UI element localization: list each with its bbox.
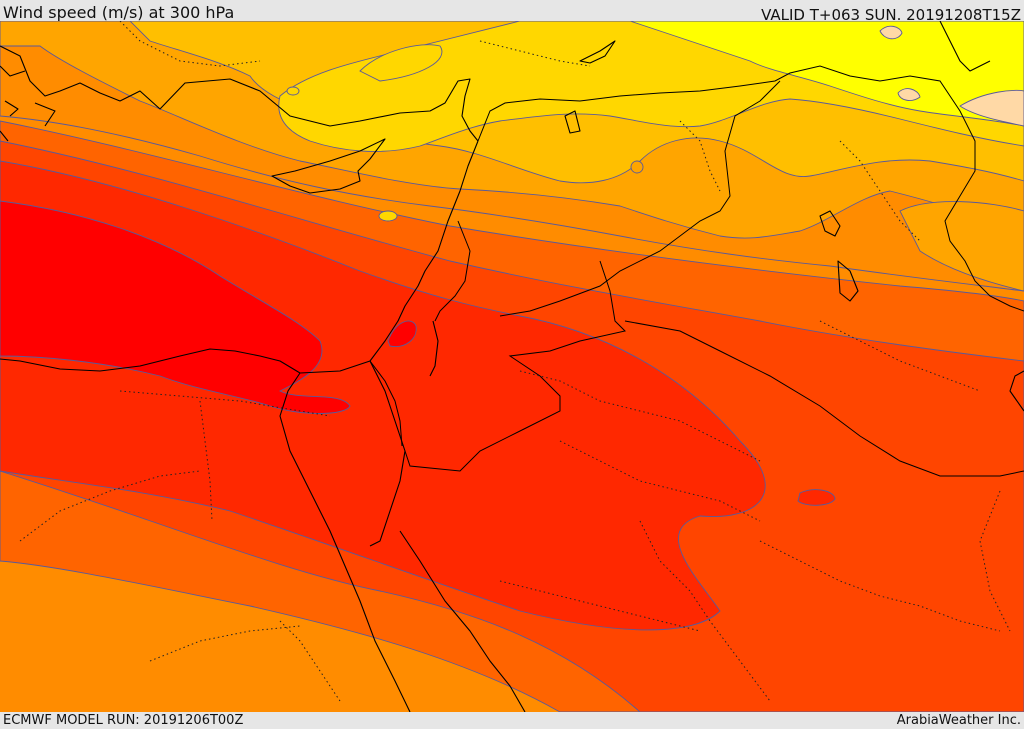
coast-aegean [0, 65, 56, 142]
map-title: Wind speed (m/s) at 300 hPa [3, 3, 235, 22]
dotted-border-9 [119, 21, 261, 67]
dotted-border-3 [19, 470, 201, 542]
coast-redsea-east [399, 530, 526, 712]
coast-caspian [939, 21, 991, 72]
border-syria-iraq [499, 80, 781, 317]
coast-cyprus [271, 138, 386, 194]
dotted-border-13 [639, 520, 771, 702]
gold-blob-west [359, 44, 443, 82]
border-iraq-saudi [624, 320, 1024, 477]
gold-island-2 [286, 86, 300, 96]
coast-lake-van [579, 40, 616, 64]
coast-egypt [0, 348, 301, 374]
gold-island-1 [378, 210, 398, 222]
border-jordan-saudi [404, 260, 626, 472]
coast-lake-2 [837, 260, 859, 302]
dotted-border-6 [499, 580, 701, 632]
wind-speed-map[interactable] [0, 21, 1024, 712]
valid-time: VALID T+063 SUN. 20191208T15Z [761, 6, 1021, 24]
coast-lake-1 [819, 210, 841, 237]
coast-lake-urmia [564, 110, 581, 134]
coast-aqaba [369, 360, 406, 547]
coast-gulf [1009, 370, 1024, 412]
red-blob-east [797, 489, 836, 506]
coast-turkey [0, 45, 479, 142]
band-red-core [0, 200, 351, 414]
header-bar: Wind speed (m/s) at 300 hPa VALID T+063 … [0, 0, 1024, 24]
border-egypt-israel [369, 360, 403, 447]
coast-deadsea [429, 320, 439, 377]
border-israel [434, 220, 471, 322]
coast-sinai [279, 372, 411, 712]
pale-patch-north [879, 25, 903, 40]
border-turkey-syria [477, 65, 1024, 312]
band-yellow [629, 21, 1024, 127]
orange-island [630, 160, 644, 174]
model-run: ECMWF MODEL RUN: 20191206T00Z [3, 713, 244, 728]
map-canvas [0, 21, 1024, 712]
dotted-border-11 [679, 120, 721, 192]
orange-light-pocket [899, 201, 1024, 292]
pale-patch-east [959, 89, 1024, 127]
footer-bar: ECMWF MODEL RUN: 20191206T00Z ArabiaWeat… [0, 712, 1024, 729]
dotted-border-12 [839, 140, 921, 242]
dotted-border-7 [759, 540, 1001, 632]
dotted-border-4 [519, 370, 761, 462]
red-blob-center [387, 320, 417, 347]
dotted-border-16 [979, 490, 1011, 632]
dotted-border-14 [279, 620, 341, 702]
credit: ArabiaWeather Inc. [896, 713, 1021, 728]
dotted-border-5 [559, 440, 761, 522]
pale-patch-mid [897, 88, 921, 101]
